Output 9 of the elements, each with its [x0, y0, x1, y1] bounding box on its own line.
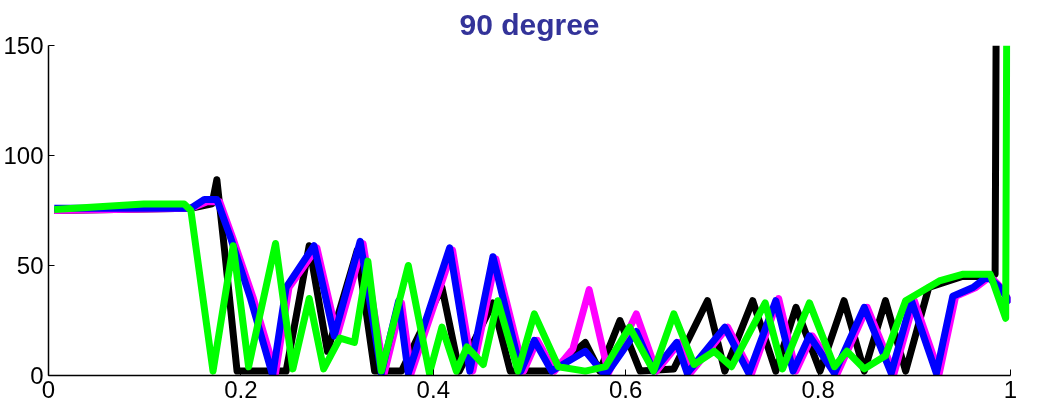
x-tick-label: 0.8: [801, 375, 835, 403]
x-tick-label: 0.6: [609, 375, 643, 403]
x-tick-label: 1: [1003, 375, 1018, 403]
x-tick-label: 0.4: [416, 375, 450, 403]
y-tick-label: 100: [3, 142, 44, 169]
y-tick-label: 150: [3, 32, 44, 59]
y-tick-label: 50: [16, 252, 44, 279]
chart-title: 90 degree: [459, 7, 600, 41]
x-tick-label: 0.2: [224, 375, 258, 403]
